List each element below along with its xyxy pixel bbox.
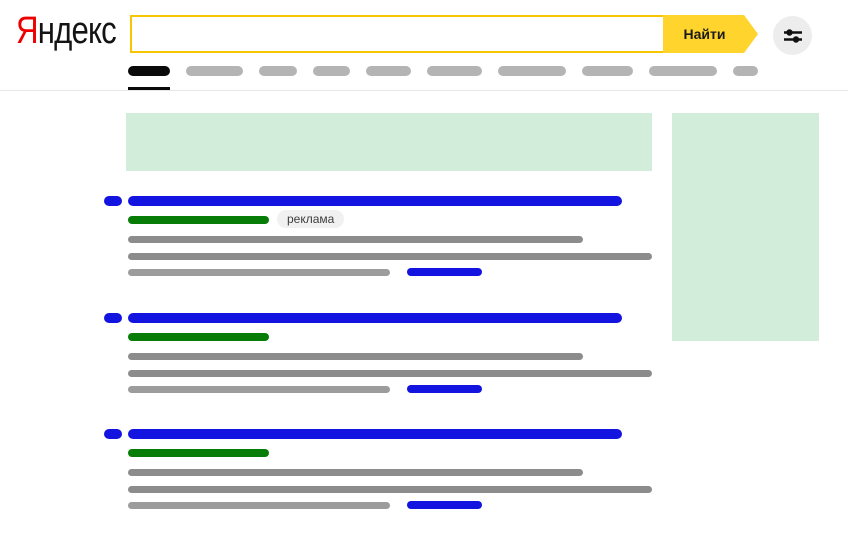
logo-letters-rest: ндекс <box>37 10 117 52</box>
result-text-line <box>128 502 390 509</box>
search-category-tabs <box>128 66 758 76</box>
result-text-line <box>128 269 390 276</box>
settings-button[interactable] <box>773 16 812 55</box>
result-title-bar[interactable] <box>128 196 622 206</box>
result-title-bar[interactable] <box>128 313 622 323</box>
result-sitelink-bar[interactable] <box>407 501 482 509</box>
search-result-ad: реклама <box>104 196 664 278</box>
search-result <box>104 429 664 511</box>
top-banner-placeholder <box>126 113 652 171</box>
tab-2[interactable] <box>186 66 243 76</box>
result-text-line <box>128 486 652 493</box>
tab-4[interactable] <box>313 66 350 76</box>
result-text-line <box>128 469 583 476</box>
active-tab-underline <box>128 87 170 90</box>
sliders-icon <box>783 28 802 43</box>
result-title-bar[interactable] <box>128 429 622 439</box>
logo-letter-ya: Я <box>16 10 39 52</box>
result-sitelink-bar[interactable] <box>407 385 482 393</box>
result-text-line <box>128 386 390 393</box>
result-text-line <box>128 370 652 377</box>
result-url-bar[interactable] <box>128 216 269 224</box>
tab-3[interactable] <box>259 66 297 76</box>
tab-7[interactable] <box>498 66 566 76</box>
sidebar-ad-placeholder <box>672 113 819 341</box>
tab-active[interactable] <box>128 66 170 76</box>
header-divider <box>0 90 848 91</box>
search-button[interactable]: Найти <box>663 15 758 53</box>
tab-6[interactable] <box>427 66 482 76</box>
result-text-line <box>128 236 583 243</box>
search-result <box>104 313 664 395</box>
result-text-line <box>128 353 583 360</box>
tab-5[interactable] <box>366 66 411 76</box>
result-url-bar[interactable] <box>128 449 269 457</box>
favicon-dot <box>104 196 122 206</box>
favicon-dot <box>104 313 122 323</box>
result-sitelink-bar[interactable] <box>407 268 482 276</box>
tab-8[interactable] <box>582 66 633 76</box>
result-text-line <box>128 253 652 260</box>
ad-badge: реклама <box>277 210 345 228</box>
result-url-bar[interactable] <box>128 333 269 341</box>
tab-10[interactable] <box>733 66 758 76</box>
tab-9[interactable] <box>649 66 717 76</box>
yandex-logo[interactable]: Яндекс <box>16 10 117 52</box>
favicon-dot <box>104 429 122 439</box>
search-input[interactable] <box>130 15 665 53</box>
